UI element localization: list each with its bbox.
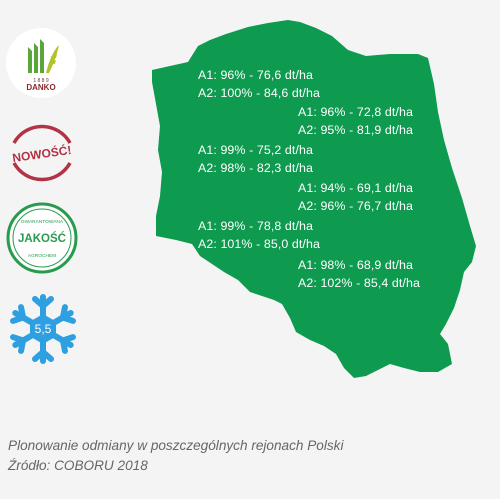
snowflake-icon: 5,5 [10, 294, 76, 364]
region-yield-2: A1: 96% - 72,8 dt/ha A2: 95% - 81,9 dt/h… [298, 103, 413, 139]
poland-map [152, 20, 476, 378]
region-yield-a2: A2: 101% - 85,0 dt/ha [198, 237, 320, 251]
region-yield-a1: A1: 96% - 76,6 dt/ha [198, 68, 313, 82]
badge-column: 1 8 8 9 DANKO NOWOŚĆ! GWARANTOWANA JAKOŚ… [0, 0, 100, 380]
danko-year: 1 8 8 9 [33, 78, 49, 84]
quality-top-text: GWARANTOWANA [21, 219, 64, 225]
quality-main-text: JAKOŚĆ [18, 232, 66, 245]
region-yield-4: A1: 94% - 69,1 dt/ha A2: 96% - 76,7 dt/h… [298, 179, 413, 215]
new-badge: NOWOŚĆ! [11, 124, 72, 182]
quality-badge: GWARANTOWANA JAKOŚĆ AGROCHEM [6, 202, 78, 274]
caption-title: Plonowanie odmiany w poszczególnych rejo… [8, 438, 344, 453]
region-yield-a2: A2: 100% - 84,6 dt/ha [198, 86, 320, 100]
region-yield-5: A1: 99% - 78,8 dt/ha A2: 101% - 85,0 dt/… [198, 217, 320, 253]
region-yield-a1: A1: 94% - 69,1 dt/ha [298, 181, 413, 195]
danko-brand: DANKO [26, 83, 55, 92]
region-yield-a1: A1: 99% - 78,8 dt/ha [198, 219, 313, 233]
region-yield-a1: A1: 96% - 72,8 dt/ha [298, 105, 413, 119]
region-yield-6: A1: 98% - 68,9 dt/ha A2: 102% - 85,4 dt/… [298, 256, 420, 292]
region-yield-a1: A1: 98% - 68,9 dt/ha [298, 258, 413, 272]
region-yield-a1: A1: 99% - 75,2 dt/ha [198, 143, 313, 157]
new-label: NOWOŚĆ! [11, 142, 72, 165]
region-yield-a2: A2: 98% - 82,3 dt/ha [198, 161, 313, 175]
region-yield-3: A1: 99% - 75,2 dt/ha A2: 98% - 82,3 dt/h… [198, 141, 313, 177]
poland-shape [152, 20, 476, 378]
map-caption: Plonowanie odmiany w poszczególnych rejo… [8, 436, 344, 476]
region-yield-1: A1: 96% - 76,6 dt/ha A2: 100% - 84,6 dt/… [198, 66, 320, 102]
region-yield-a2: A2: 95% - 81,9 dt/ha [298, 123, 413, 137]
region-yield-a2: A2: 96% - 76,7 dt/ha [298, 199, 413, 213]
caption-source: Źródło: COBORU 2018 [8, 458, 148, 473]
region-yield-a2: A2: 102% - 85,4 dt/ha [298, 276, 420, 290]
frost-value: 5,5 [35, 322, 52, 336]
danko-logo: 1 8 8 9 DANKO [6, 28, 76, 98]
quality-bottom-text: AGROCHEM [28, 253, 56, 259]
